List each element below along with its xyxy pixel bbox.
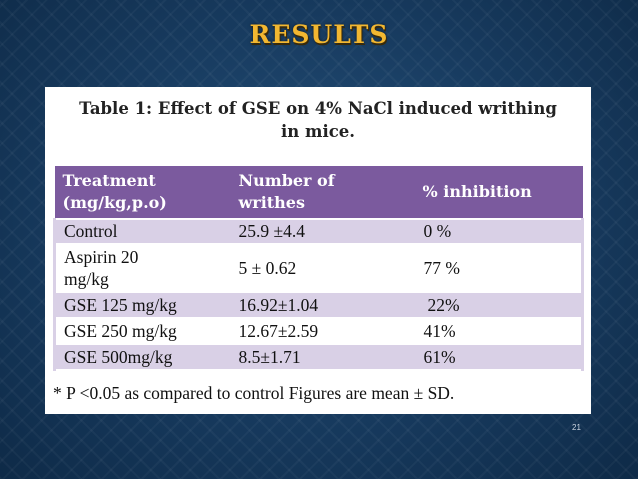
table-header-row: Treatment (mg/kg,p.o) Number of writhes … bbox=[54, 166, 583, 220]
table-row: Aspirin 20 mg/kg 5 ± 0.62 77 % bbox=[54, 244, 583, 293]
header-writhes-line2: writhes bbox=[238, 193, 306, 212]
cell-treatment: Control bbox=[54, 219, 231, 245]
cell-treatment: GSE 250 mg/kg bbox=[54, 318, 231, 345]
header-writhes-line1: Number of bbox=[238, 171, 335, 190]
cell-inhibition: 77 % bbox=[414, 244, 583, 293]
cell-writhes: 16.92±1.04 bbox=[230, 292, 415, 319]
table-panel: Table 1: Effect of GSE on 4% NaCl induce… bbox=[45, 87, 591, 414]
cell-inhibition: 0 % bbox=[414, 219, 583, 245]
cell-writhes: 12.67±2.59 bbox=[230, 318, 415, 345]
cell-treatment: Aspirin 20 mg/kg bbox=[54, 244, 231, 293]
table-caption-line2: in mice. bbox=[280, 122, 356, 141]
table-row: GSE 500mg/kg 8.5±1.71 61% bbox=[54, 344, 583, 371]
cell-inhibition: 22% bbox=[414, 292, 583, 319]
table-footnote: * P <0.05 as compared to control Figures… bbox=[53, 383, 455, 403]
header-inhibition: % inhibition bbox=[414, 166, 583, 220]
header-treatment: Treatment (mg/kg,p.o) bbox=[54, 166, 231, 220]
cell-treatment-line1: Aspirin 20 bbox=[64, 247, 139, 267]
cell-treatment: GSE 500mg/kg bbox=[54, 344, 231, 371]
table-caption: Table 1: Effect of GSE on 4% NaCl induce… bbox=[45, 97, 591, 143]
cell-inhibition: 61% bbox=[414, 344, 583, 371]
header-treatment-line1: Treatment bbox=[62, 171, 156, 190]
table-row: GSE 125 mg/kg 16.92±1.04 22% bbox=[54, 292, 583, 319]
page-number: 21 bbox=[572, 423, 581, 432]
cell-treatment: GSE 125 mg/kg bbox=[54, 292, 231, 319]
cell-writhes: 5 ± 0.62 bbox=[230, 244, 415, 293]
cell-treatment-line2: mg/kg bbox=[64, 269, 109, 289]
cell-writhes: 25.9 ±4.4 bbox=[230, 219, 415, 245]
table-row: GSE 250 mg/kg 12.67±2.59 41% bbox=[54, 318, 583, 345]
table-caption-line1: Table 1: Effect of GSE on 4% NaCl induce… bbox=[79, 99, 557, 118]
cell-writhes: 8.5±1.71 bbox=[230, 344, 415, 371]
results-table: Treatment (mg/kg,p.o) Number of writhes … bbox=[53, 166, 584, 371]
header-writhes: Number of writhes bbox=[230, 166, 415, 220]
cell-inhibition: 41% bbox=[414, 318, 583, 345]
header-treatment-line2: (mg/kg,p.o) bbox=[62, 193, 167, 212]
table-row: Control 25.9 ±4.4 0 % bbox=[54, 219, 583, 245]
slide-title: RESULTS bbox=[249, 20, 389, 49]
